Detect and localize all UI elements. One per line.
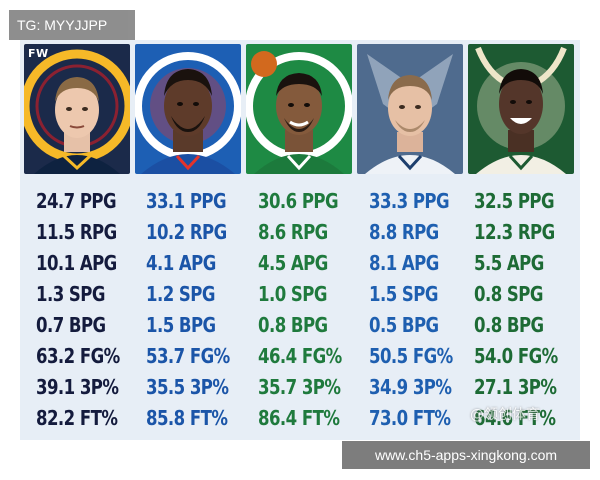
stat-spg: 1.5 SPG [369, 282, 438, 306]
stat-3p: 35.7 3P% [258, 375, 341, 399]
stat-3p: 27.1 3P% [474, 375, 557, 399]
stat-ppg: 32.5 PPG [474, 189, 555, 213]
stat-spg: 1.0 SPG [258, 282, 327, 306]
corner-watermark: @领创体育 [470, 407, 540, 423]
stat-spg: 0.8 SPG [474, 282, 543, 306]
bucks-portrait-image [468, 44, 574, 174]
stat-rpg: 11.5 RPG [36, 220, 117, 244]
stats-table: 24.7 PPG 11.5 RPG 10.1 APG 1.3 SPG 0.7 B… [24, 186, 576, 440]
stat-rpg: 12.3 RPG [474, 220, 555, 244]
player-5-stats: 32.5 PPG 12.3 RPG 5.5 APG 0.8 SPG 0.8 BP… [474, 186, 580, 434]
player-2-stats: 33.1 PPG 10.2 RPG 4.1 APG 1.2 SPG 1.5 BP… [146, 186, 256, 434]
url-watermark-bar: www.ch5-apps-xingkong.com [342, 441, 590, 469]
stat-rpg: 8.8 RPG [369, 220, 439, 244]
player-portrait-1: FW [24, 44, 130, 174]
nuggets-portrait-image [24, 44, 130, 174]
stat-apg: 4.5 APG [258, 251, 328, 275]
stat-rpg: 8.6 RPG [258, 220, 328, 244]
stat-fg: 54.0 FG% [474, 344, 558, 368]
stat-bpg: 1.5 BPG [146, 313, 216, 337]
stat-apg: 10.1 APG [36, 251, 117, 275]
stat-fg: 46.4 FG% [258, 344, 342, 368]
mavericks-portrait-image [357, 44, 463, 174]
stat-fg: 53.7 FG% [146, 344, 230, 368]
stat-fg: 50.5 FG% [369, 344, 453, 368]
stat-apg: 5.5 APG [474, 251, 544, 275]
fw-tag: FW [28, 47, 49, 60]
tg-watermark-label: TG: MYYJJPP [9, 10, 135, 40]
stats-comparison-card: FW [20, 40, 580, 440]
stat-bpg: 0.7 BPG [36, 313, 106, 337]
stat-ppg: 30.6 PPG [258, 189, 339, 213]
stat-ft: 82.2 FT% [36, 406, 118, 430]
stat-spg: 1.2 SPG [146, 282, 215, 306]
stat-spg: 1.3 SPG [36, 282, 105, 306]
stat-apg: 4.1 APG [146, 251, 216, 275]
player-portrait-5 [468, 44, 574, 174]
player-3-stats: 30.6 PPG 8.6 RPG 4.5 APG 1.0 SPG 0.8 BPG… [258, 186, 368, 434]
player-portrait-2 [135, 44, 241, 174]
player-4-stats: 33.3 PPG 8.8 RPG 8.1 APG 1.5 SPG 0.5 BPG… [369, 186, 479, 434]
player-portrait-3 [246, 44, 352, 174]
stat-ft: 73.0 FT% [369, 406, 451, 430]
stat-ppg: 24.7 PPG [36, 189, 117, 213]
stat-bpg: 0.8 BPG [258, 313, 328, 337]
stat-bpg: 0.8 BPG [474, 313, 544, 337]
celtics-portrait-image [246, 44, 352, 174]
stat-ft: 64.6 FT% [474, 406, 556, 430]
player-1-stats: 24.7 PPG 11.5 RPG 10.1 APG 1.3 SPG 0.7 B… [36, 186, 146, 434]
stat-ft: 86.4 FT% [258, 406, 340, 430]
stat-3p: 35.5 3P% [146, 375, 229, 399]
stat-ppg: 33.3 PPG [369, 189, 450, 213]
sixers-portrait-image [135, 44, 241, 174]
stat-bpg: 0.5 BPG [369, 313, 439, 337]
stat-fg: 63.2 FG% [36, 344, 120, 368]
stat-rpg: 10.2 RPG [146, 220, 227, 244]
player-portraits: FW [24, 44, 576, 176]
player-portrait-4 [357, 44, 463, 174]
stat-ppg: 33.1 PPG [146, 189, 227, 213]
stat-ft: 85.8 FT% [146, 406, 228, 430]
stat-3p: 34.9 3P% [369, 375, 452, 399]
stat-apg: 8.1 APG [369, 251, 439, 275]
stat-3p: 39.1 3P% [36, 375, 119, 399]
